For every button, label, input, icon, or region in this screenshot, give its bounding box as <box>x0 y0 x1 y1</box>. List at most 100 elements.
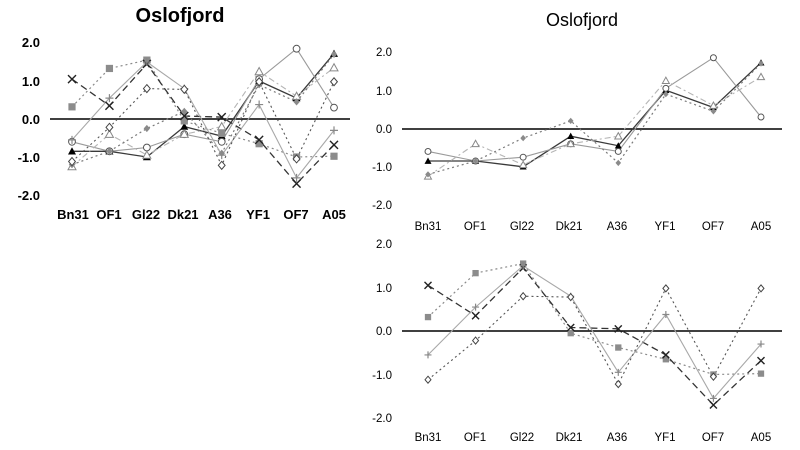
x-tick-label: YF1 <box>654 432 675 444</box>
x-tick-label: Dk21 <box>167 207 198 222</box>
y-tick-label: 0.0 <box>376 124 392 136</box>
data-point <box>663 90 669 98</box>
data-point <box>292 44 301 53</box>
chart-left-y-ticks: 2.0 1.0 0.0 -1.0 -2.0 <box>18 35 40 203</box>
x-tick-label: Dk21 <box>556 432 583 444</box>
data-point <box>709 54 717 62</box>
data-point <box>142 83 151 94</box>
chart-right-top-plot <box>423 54 766 180</box>
data-point <box>424 351 432 359</box>
data-point <box>329 140 339 150</box>
y-tick-label: 1.0 <box>376 283 392 295</box>
series-line-plus <box>427 265 762 400</box>
x-tick-label: OF1 <box>464 432 486 444</box>
x-tick-label: A05 <box>751 221 771 233</box>
data-point <box>104 101 114 111</box>
y-tick-label: -2.0 <box>18 188 40 203</box>
data-point <box>472 303 480 311</box>
x-tick-label: Bn31 <box>415 432 442 444</box>
x-tick-label: Gl22 <box>132 207 160 222</box>
data-point <box>614 147 622 155</box>
data-point <box>180 122 189 130</box>
data-point <box>68 135 76 144</box>
chart-left: Oslofjord 2.0 1.0 0.0 -1.0 -2.0 Bn31 OF1… <box>18 5 350 222</box>
data-point <box>330 152 338 160</box>
x-tick-label: A36 <box>607 432 627 444</box>
data-point <box>757 356 765 365</box>
x-tick-label: A05 <box>751 432 771 444</box>
data-point <box>216 121 227 131</box>
data-point <box>424 281 432 290</box>
series-line-plus <box>71 61 335 179</box>
x-tick-label: A36 <box>208 207 232 222</box>
data-point <box>757 340 765 348</box>
data-point <box>566 139 576 148</box>
data-point <box>67 74 77 84</box>
data-point <box>255 140 263 148</box>
data-point <box>218 129 226 138</box>
chart-left-x-ticks: Bn31 OF1 Gl22 Dk21 A36 YF1 OF7 A05 <box>57 207 346 222</box>
data-point <box>68 103 76 111</box>
data-point <box>471 311 480 320</box>
series-line-cross <box>71 62 335 185</box>
data-point <box>142 143 151 152</box>
data-point <box>567 330 574 337</box>
data-point <box>106 147 113 155</box>
data-point <box>519 291 527 301</box>
data-point <box>519 153 527 161</box>
chart-right-top-title: Oslofjord <box>546 10 618 30</box>
data-point <box>566 323 575 332</box>
x-tick-label: YF1 <box>654 221 675 233</box>
x-tick-label: OF1 <box>96 207 121 222</box>
data-point <box>293 98 300 106</box>
data-point <box>424 313 432 321</box>
data-point <box>424 157 432 164</box>
series-line-open-triangle <box>427 76 762 177</box>
data-point <box>425 171 431 178</box>
y-tick-label: -2.0 <box>372 413 392 425</box>
data-point <box>471 139 480 148</box>
data-point <box>329 76 339 87</box>
chart-left-title: Oslofjord <box>136 5 225 27</box>
data-point <box>614 142 622 149</box>
y-tick-label: 2.0 <box>376 47 392 59</box>
data-point <box>142 58 151 66</box>
data-point <box>757 370 765 377</box>
x-tick-label: Gl22 <box>510 432 534 444</box>
x-tick-label: OF1 <box>464 221 486 233</box>
data-point <box>217 112 227 122</box>
data-point <box>104 129 115 138</box>
series-line-open-diamond <box>427 287 762 386</box>
series-line-open-triangle <box>71 67 335 167</box>
chart-right-bottom-x-ticks: Bn31 OF1 Gl22 Dk21 A36 YF1 OF7 A05 <box>415 432 772 444</box>
y-tick-label: 1.0 <box>22 74 40 89</box>
y-tick-label: -2.0 <box>372 200 392 212</box>
series-line-filled-triangle <box>428 62 762 168</box>
data-point <box>567 292 575 302</box>
data-point <box>710 108 717 115</box>
data-point <box>615 344 622 351</box>
data-point <box>709 394 717 402</box>
data-point <box>254 66 264 76</box>
y-tick-label: 2.0 <box>376 239 392 251</box>
y-tick-label: 0.0 <box>376 326 392 338</box>
data-point <box>757 284 765 293</box>
data-point <box>179 111 189 121</box>
y-tick-label: -1.0 <box>18 150 40 165</box>
data-point <box>105 94 114 103</box>
data-point <box>520 134 526 142</box>
data-point <box>567 132 575 139</box>
chart-right-top-y-ticks: 2.0 1.0 0.0 -1.0 -2.0 <box>372 47 392 212</box>
data-point <box>614 368 622 376</box>
data-point <box>614 324 623 333</box>
data-point <box>472 157 479 165</box>
data-point <box>254 135 264 145</box>
data-point <box>615 159 622 167</box>
data-point <box>180 117 188 125</box>
chart-right-bottom-plot <box>424 260 765 409</box>
data-point <box>217 160 226 171</box>
data-point <box>68 147 76 155</box>
data-point <box>662 84 670 92</box>
y-tick-label: -1.0 <box>372 370 392 382</box>
